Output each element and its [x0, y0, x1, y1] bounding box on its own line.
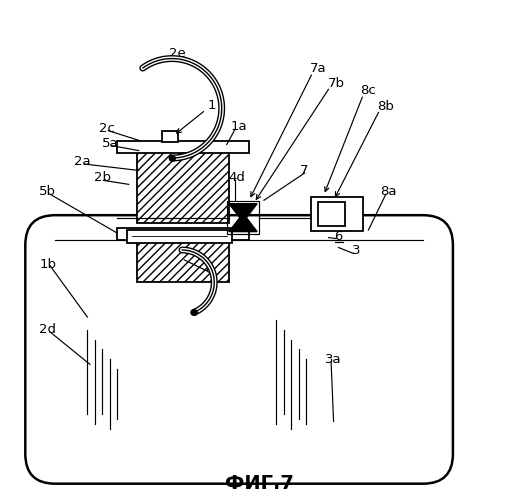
Bar — [318, 202, 345, 226]
Text: 5а: 5а — [102, 136, 118, 149]
Bar — [137, 150, 229, 222]
Text: 8а: 8а — [380, 185, 396, 198]
Bar — [162, 130, 178, 141]
Text: 2с: 2с — [99, 122, 116, 134]
Text: 2b: 2b — [94, 172, 111, 184]
Bar — [127, 230, 232, 242]
Text: 1b: 1b — [39, 258, 56, 272]
Bar — [311, 198, 364, 231]
Text: 4d: 4d — [228, 172, 245, 184]
Bar — [137, 235, 229, 282]
Text: 5b: 5b — [39, 185, 56, 198]
Text: 3а: 3а — [325, 353, 342, 366]
Bar — [117, 140, 249, 153]
Text: 8с: 8с — [361, 84, 376, 98]
Text: 8b: 8b — [377, 100, 394, 114]
Polygon shape — [229, 204, 257, 222]
Text: 7: 7 — [299, 164, 308, 177]
FancyBboxPatch shape — [25, 215, 453, 483]
Text: 3: 3 — [352, 244, 360, 258]
Text: 1: 1 — [208, 100, 216, 112]
Text: 6: 6 — [334, 230, 343, 242]
Text: 2е: 2е — [168, 47, 185, 60]
Text: 2d: 2d — [39, 323, 56, 336]
Text: 2а: 2а — [74, 155, 91, 168]
Polygon shape — [229, 214, 257, 232]
Bar — [227, 202, 260, 234]
Text: ФИГ.7: ФИГ.7 — [225, 474, 293, 493]
Text: 8: 8 — [205, 264, 213, 276]
Bar — [117, 228, 249, 240]
Text: 7а: 7а — [310, 62, 327, 75]
Text: 7b: 7b — [327, 77, 344, 90]
Text: 1а: 1а — [231, 120, 248, 133]
